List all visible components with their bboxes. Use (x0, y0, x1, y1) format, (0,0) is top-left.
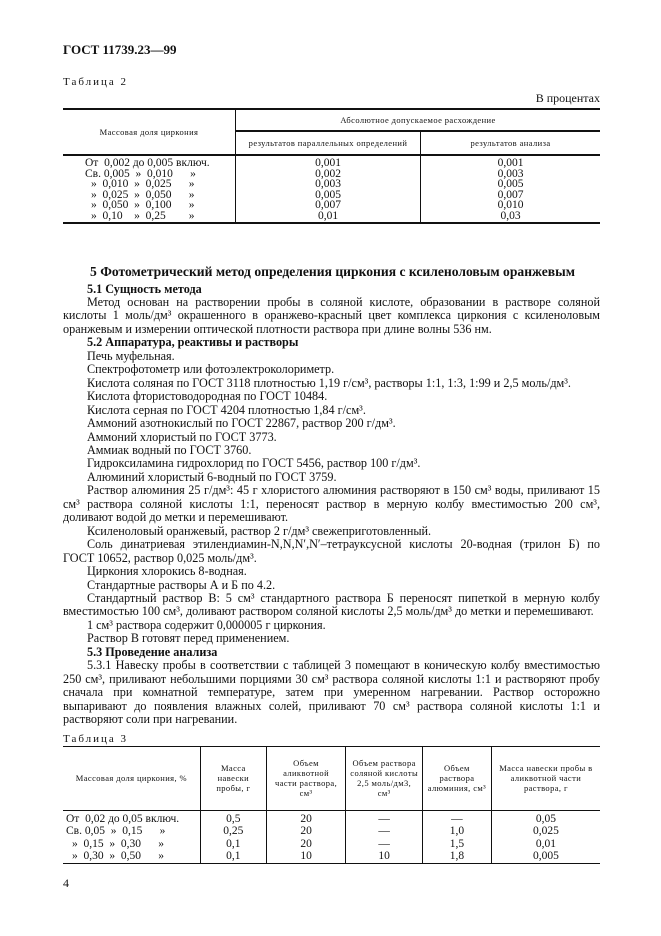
table3-cell: 0,005 (490, 850, 600, 864)
paragraph: 5.3.1 Навеску пробы в соответствии с таб… (63, 658, 600, 727)
table2-caption: Таблица 2 (63, 76, 129, 88)
paragraph: Метод основан на растворении пробы в сол… (63, 295, 600, 336)
analysis-cell: 0,03 (420, 210, 600, 223)
subsection-heading: 5.2 Аппаратура, реактивы и растворы (87, 335, 299, 350)
table3-cell: 20 (265, 810, 346, 826)
mass-fraction-cell: » 0,10 » 0,25 » (91, 209, 195, 222)
paragraph: Кислота фтористоводородная по ГОСТ 10484… (87, 389, 328, 404)
paragraph: Раствор В готовят перед применением. (87, 631, 290, 646)
table3-cell: 10 (265, 850, 346, 864)
table-row: » 0,025 » 0,050 » 0,005 0,007 (63, 188, 600, 201)
analysis-cell: 0,007 (420, 189, 600, 201)
table3-header-cell: Объем раствора соляной кислоты 2,5 моль/… (345, 745, 424, 811)
table-row: Св. 0,05 » 0,15 » 0,25 20—1,0 0,025 (63, 825, 600, 838)
analysis-cell: 0,003 (420, 168, 600, 180)
table3-cell: 10 (345, 850, 423, 864)
paragraph: Аммоний хлористый по ГОСТ 3773. (87, 429, 277, 444)
table3-header-cell: Объем аликвотной части раствора, см³ (265, 745, 347, 811)
document-header: ГОСТ 11739.23—99 (63, 42, 177, 57)
paragraph: Ксиленоловый оранжевый, раствор 2 г/дм³ … (87, 523, 432, 538)
analysis-cell: 0,005 (420, 179, 600, 190)
paragraph: Аммоний азотнокислый по ГОСТ 22867, раст… (87, 416, 396, 431)
table3-cell: 0,1 (199, 850, 267, 864)
paragraph: Кислота серная по ГОСТ 4204 плотностью 1… (87, 402, 366, 417)
table-3: Массовая доля циркония, % Масса навески п… (63, 745, 600, 864)
table3-header-cell: Объем раствора алюминия, см³ (422, 745, 492, 811)
table3-cell: 20 (265, 837, 346, 851)
table-row: От 0,002 до 0,005 включ. 0,001 0,001 (63, 155, 600, 169)
table3-cell: 0,25 (199, 825, 267, 838)
table3-cell: — (345, 810, 423, 826)
parallel-cell: 0,01 (235, 210, 421, 223)
paragraph: Кислота соляная по ГОСТ 3118 плотностью … (87, 375, 571, 390)
table3-cell: 1,5 (422, 837, 492, 851)
section-5-heading: 5 Фотометрический метод определения цирк… (90, 263, 575, 279)
paragraph: Печь муфельная. (87, 348, 175, 363)
table2-header-analysis: результатов анализа (420, 130, 600, 156)
table2-header-group: Абсолютное допускаемое расхождение (235, 108, 600, 132)
table3-cell: » 0,30 » 0,50 » (72, 850, 164, 863)
table-row: От 0,02 до 0,05 включ. 0,5 20— —0,05 (63, 810, 600, 826)
analysis-cell: 0,010 (420, 200, 600, 211)
parallel-cell: 0,005 (235, 189, 421, 201)
parallel-cell: 0,002 (235, 168, 421, 180)
table-row: » 0,30 » 0,50 » 0,1 10 10 1,8 0,005 (63, 850, 600, 864)
paragraph: 1 см³ раствора содержит 0,000005 г цирко… (87, 617, 326, 632)
table2-header-parallel: результатов параллельных определений (235, 130, 421, 156)
paragraph: Соль динатриевая этилендиамин-N,N,N′,N′–… (63, 537, 600, 565)
subsection-heading: 5.1 Сущность метода (87, 281, 202, 296)
paragraph: Аммиак водный по ГОСТ 3760. (87, 443, 252, 457)
table3-cell: — (345, 837, 423, 851)
table3-header-cell: Массовая доля циркония, % (63, 745, 201, 811)
table3-cell: 0,05 (490, 810, 600, 826)
mass-fraction-cell: Св. 0,005 » 0,010 » (85, 167, 196, 180)
table3-cell: 0,01 (490, 837, 600, 851)
mass-fraction-cell: От 0,002 до 0,005 включ. (85, 157, 210, 169)
mass-fraction-cell: » 0,050 » 0,100 » (91, 199, 195, 212)
paragraph: Циркония хлорокись 8-водная. (87, 564, 247, 579)
table-2: Массовая доля циркония Абсолютное допуск… (63, 108, 600, 224)
table-row: » 0,010 » 0,025 » 0,003 0,005 (63, 179, 600, 190)
table2-unit-note: В процентах (535, 91, 600, 105)
paragraph: Гидроксиламина гидрохлорид по ГОСТ 5456,… (87, 456, 421, 471)
table-row: » 0,050 » 0,100 » 0,007 0,010 (63, 200, 600, 211)
table3-caption: Таблица 3 (63, 732, 129, 745)
parallel-cell: 0,001 (235, 155, 421, 169)
table3-cell: — (345, 825, 423, 838)
table3-cell: Св. 0,05 » 0,15 » (66, 825, 166, 838)
page-content: ГОСТ 11739.23—99 Таблица 2 В процентах М… (63, 42, 600, 890)
parallel-cell: 0,007 (235, 200, 421, 211)
table3-cell: 1,8 (422, 850, 492, 864)
analysis-cell: 0,001 (420, 155, 600, 169)
paragraph: Раствор алюминия 25 г/дм³: 45 г хлористо… (63, 483, 600, 525)
table3-cell: 1,0 (422, 825, 492, 838)
table-row: » 0,10 » 0,25 » 0,01 0,03 (63, 209, 600, 223)
table3-cell: 0,5 (199, 810, 267, 826)
mass-fraction-cell: » 0,025 » 0,050 » (91, 188, 195, 201)
table-row: » 0,15 » 0,30 » 0,1 20—1,5 0,01 (63, 837, 600, 851)
table2-header-mass-fraction: Массовая доля циркония (63, 108, 236, 156)
parallel-cell: 0,003 (235, 179, 421, 190)
table3-cell: » 0,15 » 0,30 » (72, 837, 164, 850)
table-row: Св. 0,005 » 0,010 » 0,002 0,003 (63, 167, 600, 180)
paragraph: Алюминий хлористый 6-водный по ГОСТ 3759… (87, 469, 337, 484)
paragraph: Спектрофотометр или фотоэлектроколоримет… (87, 362, 335, 377)
table3-cell: 0,025 (490, 825, 600, 838)
paragraph: Стандартный раствор В: 5 см³ стандартног… (63, 590, 600, 619)
table3-cell: От 0,02 до 0,05 включ. (66, 812, 180, 825)
body-text: 5.1 Сущность метода Метод основан на раст… (63, 281, 600, 727)
page-number: 4 (63, 875, 69, 890)
table3-header-cell: Масса навески пробы, г (199, 745, 267, 811)
table3-cell: — (422, 810, 492, 826)
table3-cell: 20 (265, 825, 346, 838)
table3-cell: 0,1 (199, 837, 267, 851)
paragraph: Стандартные растворы А и Б по 4.2. (87, 577, 276, 592)
mass-fraction-cell: » 0,010 » 0,025 » (91, 178, 195, 191)
subsection-heading: 5.3 Проведение анализа (87, 644, 218, 659)
table3-header-cell: Масса навески пробы в аликвотной части р… (490, 745, 600, 811)
